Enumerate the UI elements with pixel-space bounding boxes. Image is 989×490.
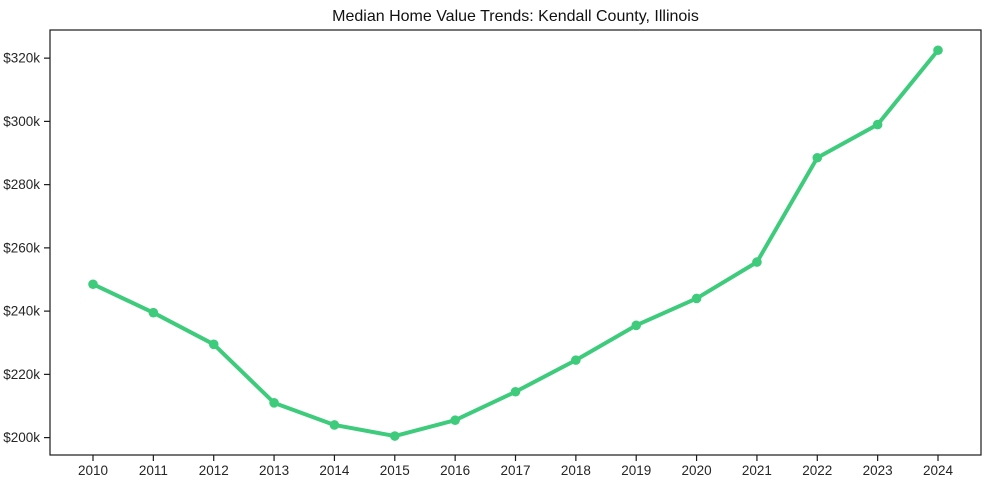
chart-title: Median Home Value Trends: Kendall County… (332, 8, 699, 25)
x-tick-label: 2023 (863, 463, 893, 478)
data-point-marker (269, 398, 279, 408)
x-tick-label: 2021 (742, 463, 772, 478)
data-point-marker (510, 386, 521, 397)
x-tick-label: 2011 (139, 463, 168, 478)
x-tick-label: 2019 (621, 463, 651, 478)
x-tick-label: 2014 (319, 463, 350, 478)
y-tick-label: $320k (3, 51, 40, 66)
trend-line (91, 48, 940, 439)
y-tick-label: $260k (3, 240, 40, 255)
data-point-marker (631, 320, 642, 331)
x-tick-label: 2024 (923, 463, 954, 478)
data-point-marker (148, 307, 159, 318)
data-point-marker (691, 293, 702, 304)
x-tick-label: 2017 (500, 463, 530, 478)
y-tick-label: $280k (3, 177, 40, 192)
data-point-marker (872, 119, 883, 130)
data-point-marker (752, 257, 762, 267)
data-point-marker (571, 355, 581, 365)
y-tick-label: $240k (3, 304, 40, 319)
data-point-marker (812, 152, 823, 163)
x-tick-label: 2012 (199, 463, 229, 478)
data-point-marker (450, 415, 460, 426)
y-tick-label: $200k (3, 430, 40, 445)
x-tick-label: 2018 (561, 463, 591, 478)
data-point-marker (329, 420, 340, 430)
data-point-marker (88, 279, 98, 290)
x-tick-label: 2010 (78, 463, 108, 478)
x-tick-label: 2013 (259, 463, 289, 478)
data-point-marker (933, 45, 943, 56)
data-point-marker (208, 339, 219, 350)
y-tick-label: $300k (3, 114, 40, 129)
y-tick-label: $220k (3, 367, 40, 382)
x-tick-label: 2022 (802, 463, 832, 478)
data-point-marker (389, 431, 400, 441)
x-tick-label: 2016 (440, 463, 470, 478)
x-tick-label: 2020 (682, 463, 712, 478)
x-tick-label: 2015 (380, 463, 410, 478)
